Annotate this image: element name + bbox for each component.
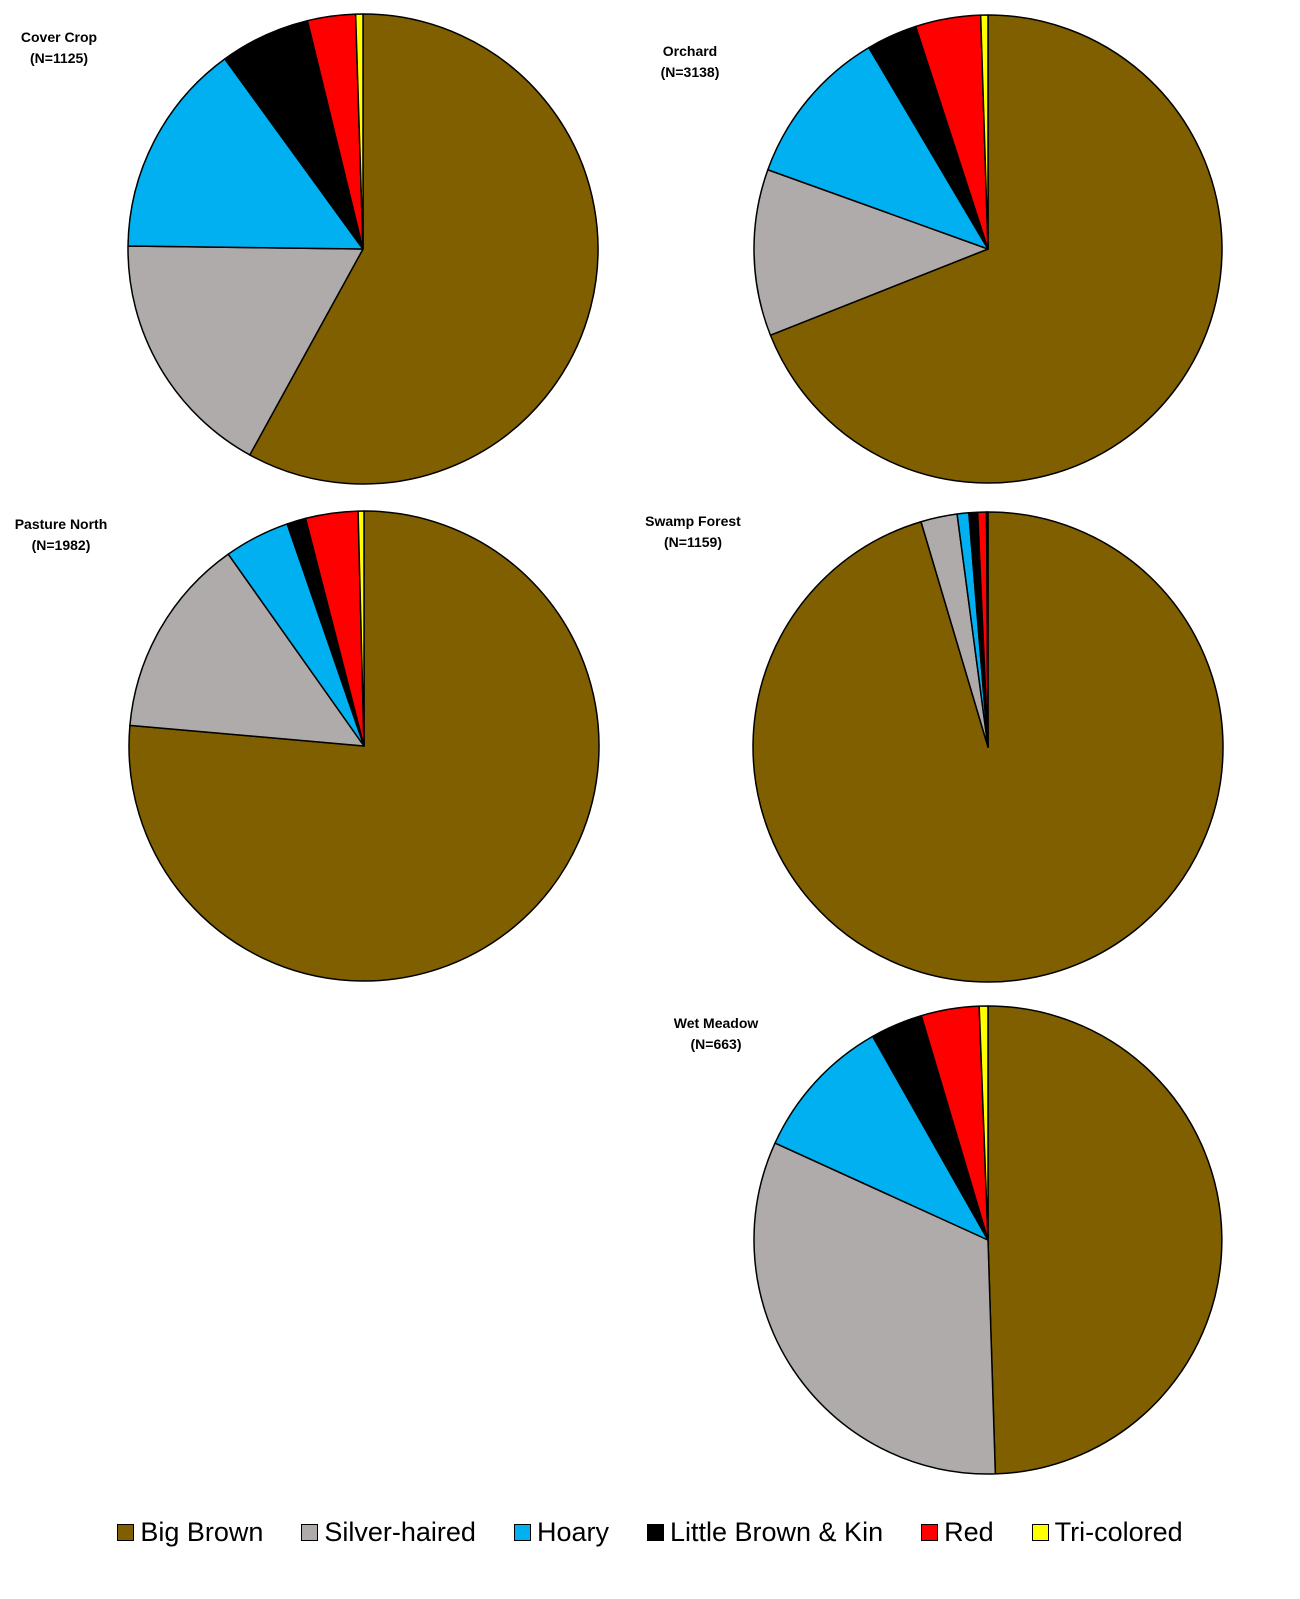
legend-swatch-big-brown — [117, 1523, 135, 1541]
legend-swatch-red — [921, 1523, 939, 1541]
pie-title-orchard: Orchard — [663, 43, 717, 59]
pie-slice-cover-crop-hoary — [127, 58, 364, 250]
pie-subtitle-wet-meadow: (N=663) — [691, 1036, 742, 1052]
legend-item-tri-colored: Tri-colored — [1031, 1516, 1183, 1548]
pie-subtitle-cover-crop: (N=1125) — [30, 50, 88, 66]
legend: Big Brown Silver-haired Hoary Little Bro… — [0, 1512, 1300, 1552]
legend-swatch-tri-colored — [1031, 1523, 1049, 1541]
pie-subtitle-orchard: (N=3138) — [661, 64, 720, 80]
legend-label-little-brown-kin: Little Brown & Kin — [669, 1516, 884, 1547]
pie-chart-cover-crop: Cover Crop (N=1125) — [21, 13, 599, 485]
legend-item-big-brown: Big Brown — [117, 1517, 263, 1548]
pie-subtitle-swamp-forest: (N=1159) — [664, 534, 722, 550]
pie-slice-orchard-tri-colored — [979, 14, 989, 250]
pie-slice-cover-crop-silver-haired — [127, 245, 364, 456]
pie-slice-wet-meadow-hoary — [774, 1035, 989, 1241]
pie-charts-figure: Cover Crop (N=1125) Orchard (N=3138) Pasture… — [15, 13, 1224, 1475]
pie-slice-pasture-north-silver-haired — [129, 553, 365, 747]
legend-item-little-brown-kin: Little Brown & Kin — [646, 1516, 884, 1548]
legend-swatch-silver-haired — [301, 1523, 319, 1541]
pie-subtitle-pasture-north: (N=1982) — [32, 537, 91, 553]
pie-slice-cover-crop-big-brown — [249, 13, 599, 485]
pie-slice-wet-meadow-silver-haired — [753, 1142, 997, 1475]
pie-slice-orchard-silver-haired — [753, 168, 989, 336]
legend-item-red: Red — [921, 1517, 994, 1548]
pie-slice-orchard-big-brown — [769, 14, 1223, 484]
legend-label-tri-colored: Tri-colored — [1054, 1516, 1183, 1547]
pie-slice-orchard-hoary — [767, 46, 989, 250]
pie-slice-wet-meadow-tri-colored — [978, 1005, 989, 1241]
pie-title-swamp-forest: Swamp Forest — [645, 513, 741, 529]
legend-label-hoary: Hoary — [536, 1516, 609, 1547]
pie-slice-swamp-forest-tri-colored — [985, 511, 989, 748]
pie-chart-orchard: Orchard (N=3138) — [661, 14, 1223, 484]
pie-title-pasture-north: Pasture North — [15, 516, 108, 532]
pie-chart-wet-meadow: Wet Meadow (N=663) — [674, 1005, 1223, 1475]
pie-title-wet-meadow: Wet Meadow — [674, 1015, 759, 1031]
legend-label-big-brown: Big Brown — [140, 1516, 264, 1547]
legend-swatch-little-brown-kin — [646, 1523, 664, 1541]
legend-item-hoary: Hoary — [513, 1516, 609, 1548]
pie-slice-cover-crop-tri-colored — [354, 13, 364, 250]
legend-item-silver-haired: Silver-haired — [301, 1517, 476, 1548]
pie-title-cover-crop: Cover Crop — [21, 29, 97, 45]
pie-slice-pasture-north-tri-colored — [357, 510, 365, 747]
legend-swatch-hoary — [513, 1523, 531, 1541]
legend-label-red: Red — [944, 1516, 994, 1547]
legend-label-silver-haired: Silver-haired — [324, 1516, 476, 1547]
pie-chart-swamp-forest: Swamp Forest (N=1159) — [645, 511, 1224, 983]
pie-chart-pasture-north: Pasture North (N=1982) — [15, 510, 600, 982]
pie-slice-wet-meadow-big-brown — [987, 1005, 1223, 1475]
pie-charts: Cover Crop (N=1125) Orchard (N=3138) Pasture… — [15, 13, 1224, 1475]
